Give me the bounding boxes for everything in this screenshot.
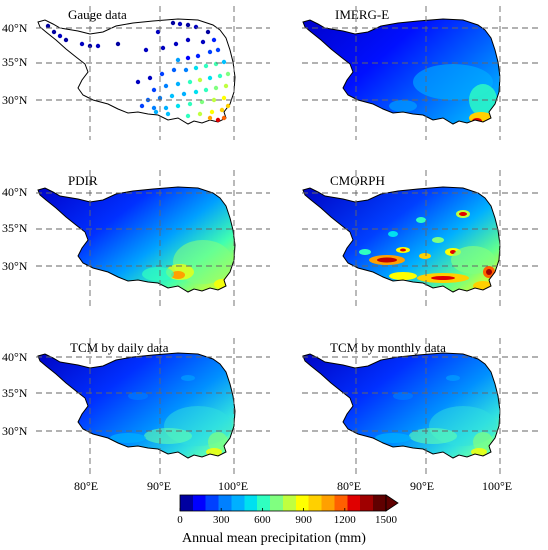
- colorbar-tick-label: 1500: [375, 514, 398, 526]
- colorbar-extend-arrow: [385, 494, 399, 512]
- panel-title: TCM by monthly data: [330, 340, 446, 355]
- colorbar: 0 300 600 900 1200 1500 Annual mean precipita…: [177, 494, 399, 546]
- lon-labels: 80°E 90°E 100°E: [337, 479, 512, 493]
- colorbar-ramp: [179, 494, 387, 512]
- plateau-map: [37, 186, 236, 293]
- panel-pdir: PDIR 40°N 35°N 30°N: [2, 170, 270, 310]
- lat-labels: 40°N 35°N 30°N: [2, 350, 28, 438]
- lat-label-30n: 30°N: [2, 259, 28, 273]
- lon-label-100e: 100°E: [482, 479, 512, 493]
- plateau-map: [302, 18, 501, 125]
- panel-title: PDIR: [68, 173, 98, 188]
- plateau-map: [37, 352, 236, 459]
- plateau-map: [302, 352, 501, 459]
- panel-imerg-e: IMERG-E: [302, 6, 540, 140]
- lat-labels: 40°N 35°N 30°N: [2, 21, 28, 107]
- colorbar-tick-label: 600: [254, 514, 271, 526]
- panel-gauge-data: Gauge data 40°N 35°N 30°N: [2, 6, 270, 140]
- lat-label-30n: 30°N: [2, 93, 28, 107]
- panel-tcm-monthly: TCM by monthly data 80°E 90°E 100°E: [302, 338, 540, 493]
- panel-cmorph: CMORPH: [302, 170, 540, 310]
- lat-label-40n: 40°N: [2, 350, 28, 364]
- lat-label-35n: 35°N: [2, 55, 28, 69]
- graticule: [302, 6, 540, 140]
- lat-label-35n: 35°N: [2, 386, 28, 400]
- plateau-map: [302, 186, 501, 293]
- lat-label-40n: 40°N: [2, 21, 28, 35]
- colorbar-tick-label: 300: [213, 514, 230, 526]
- graticule: [302, 338, 540, 475]
- colorbar-tick-label: 900: [295, 514, 312, 526]
- lat-labels: 40°N 35°N 30°N: [2, 185, 28, 273]
- lat-label-35n: 35°N: [2, 221, 28, 235]
- graticule: [36, 338, 270, 475]
- panel-tcm-daily: TCM by daily data 40°N 35°N 30°N 80°E 90…: [2, 338, 270, 493]
- graticule: [302, 170, 540, 310]
- lon-label-90e: 90°E: [147, 479, 171, 493]
- gauge-stations: [45, 20, 231, 123]
- panel-title: Gauge data: [68, 7, 127, 22]
- plateau-map: [37, 18, 236, 125]
- lon-label-80e: 80°E: [74, 479, 98, 493]
- colorbar-tick-label: 1200: [334, 514, 357, 526]
- lon-label-80e: 80°E: [337, 479, 361, 493]
- lon-labels: 80°E 90°E 100°E: [74, 479, 248, 493]
- lon-label-100e: 100°E: [218, 479, 248, 493]
- panel-title: CMORPH: [330, 173, 385, 188]
- panel-title: TCM by daily data: [70, 340, 169, 355]
- panel-title: IMERG-E: [335, 7, 389, 22]
- graticule: [36, 6, 270, 140]
- colorbar-tick-label: 0: [177, 514, 183, 526]
- colorbar-label: Annual mean precipitation (mm): [182, 531, 366, 546]
- graticule: [36, 170, 270, 310]
- colorbar-ticks: 0 300 600 900 1200 1500: [177, 508, 398, 526]
- lat-label-30n: 30°N: [2, 424, 28, 438]
- lat-label-40n: 40°N: [2, 185, 28, 199]
- lon-label-90e: 90°E: [410, 479, 434, 493]
